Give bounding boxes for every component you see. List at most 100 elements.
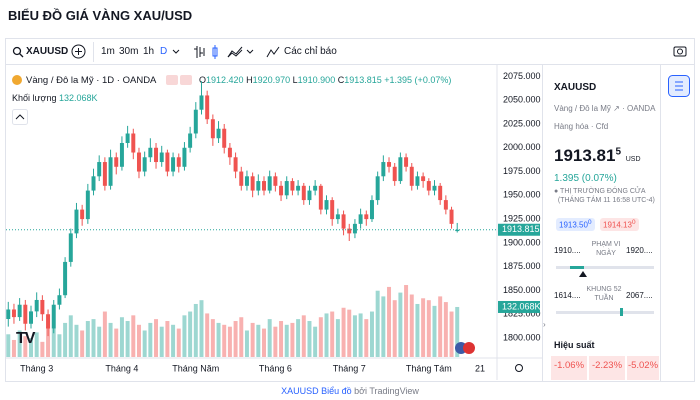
volume-bar [284,324,289,357]
compare-button[interactable] [71,44,86,59]
volume-bar [421,298,426,357]
candle-body [267,176,272,191]
volume-bar [239,317,244,357]
dropdown[interactable] [246,49,254,55]
footer-text: bởi TradingView [354,386,419,396]
volume-bar [307,321,312,357]
volume-bar [222,324,227,357]
candle-body [244,176,249,186]
search-icon[interactable] [12,46,24,58]
candle-body [432,185,437,191]
volume-bar [119,317,124,357]
candle-body [102,162,107,186]
symbol[interactable]: XAUUSD [26,46,69,57]
performance-title: Hiệu suất [554,340,595,350]
candle-body [108,157,113,186]
panel-toggle[interactable]: › [543,320,546,329]
candle-body [262,181,266,191]
candle-body [40,299,45,315]
watchlist-icon[interactable] [668,75,690,97]
panel-divider [542,65,543,381]
indicators-icon[interactable] [266,45,280,59]
collapse-button[interactable] [12,109,28,125]
volume-bar [74,324,79,357]
candle-body [57,295,62,305]
volume-bar [171,324,176,357]
candle-body [273,176,278,186]
ohlc-key: L [292,75,298,85]
candle-body [34,299,39,312]
volume-bar [233,321,238,357]
tv-logo[interactable]: TV [16,330,35,347]
volume-bar [404,285,409,357]
candle-body [46,314,51,329]
volume-bar [432,305,437,357]
volume-tag [498,300,540,313]
volume-bar [80,330,85,357]
interval-active[interactable]: D [160,46,168,57]
panel-category: Hàng hóa · Cfd [554,122,609,131]
volume-bar [210,319,215,357]
footer-link[interactable]: XAUUSD Biểu đồ [281,386,352,396]
volume-bar [131,315,136,357]
ohlc-key: H [246,75,253,85]
interval[interactable]: 30m [119,46,139,57]
candle-icon[interactable] [211,45,221,59]
candle-body [279,185,284,196]
candle-body [205,95,210,120]
ohlc-value: 1913.815 [344,75,382,85]
volume-bar [97,326,102,357]
candle-body [415,176,420,186]
sidebar-divider [660,65,661,381]
x-tick-label: 21 [475,363,485,373]
candle-body [256,181,261,191]
candle-body [324,200,329,210]
dropdown[interactable] [172,49,180,55]
page-title: BIỂU ĐỒ GIÁ VÀNG XAU/USD [8,8,193,23]
market-status: ● THỊ TRƯỜNG ĐÓNG CỬA (THÁNG TÁM 11 16:5… [554,188,655,204]
volume-value: 132.068K [58,93,98,103]
settings-icon[interactable] [514,363,524,373]
volume-bar [324,313,329,357]
volume-bar [108,322,113,357]
y-tick-label: 1875.000 [503,261,541,271]
area-icon[interactable] [227,45,243,58]
camera-icon[interactable] [673,45,687,57]
interval[interactable]: 1m [101,46,115,57]
volume-bar [46,326,51,357]
perf-cell: -5.02% [627,356,659,380]
candle-body [330,200,335,220]
volume-bar [352,315,357,357]
candle-body [136,152,141,172]
candle-body [165,152,170,172]
candle-body [74,209,79,234]
interval[interactable]: 1h [143,46,155,57]
candle-body [154,147,159,163]
volume-bar [301,315,306,357]
ohlc-value: 1910.900 [297,75,336,85]
symbol-logo [12,75,22,85]
divider [93,42,94,62]
bar-style-icon[interactable] [193,45,207,59]
volume-bar [125,321,130,357]
candle-body [97,162,102,177]
candle-body [210,119,215,139]
volume-bar [154,319,159,357]
candle-body [114,157,119,167]
candle-body [296,185,301,191]
volume-bar [381,296,386,357]
ask: 1914.130 [600,218,639,231]
candle-body [68,233,73,262]
candle-body [29,311,33,324]
indicators-button[interactable]: Các chỉ báo [284,46,337,57]
bid-value: 1913.50 [559,220,588,230]
price-sup: 5 [615,146,622,158]
y-tick-label: 2050.000 [503,95,541,105]
candle-body [23,304,28,324]
volume-bar [262,328,266,357]
volume-bar [148,322,153,357]
candle-body [301,185,306,201]
volume-bar [250,322,255,357]
ohlc-value: 1912.420 [206,75,244,85]
